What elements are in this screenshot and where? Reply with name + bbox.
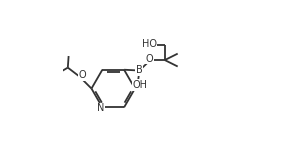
Text: N: N [97,103,104,113]
Text: B: B [136,65,143,75]
Text: OH: OH [132,80,147,90]
Text: O: O [146,54,154,64]
Text: HO: HO [142,39,157,49]
Text: O: O [78,70,86,80]
